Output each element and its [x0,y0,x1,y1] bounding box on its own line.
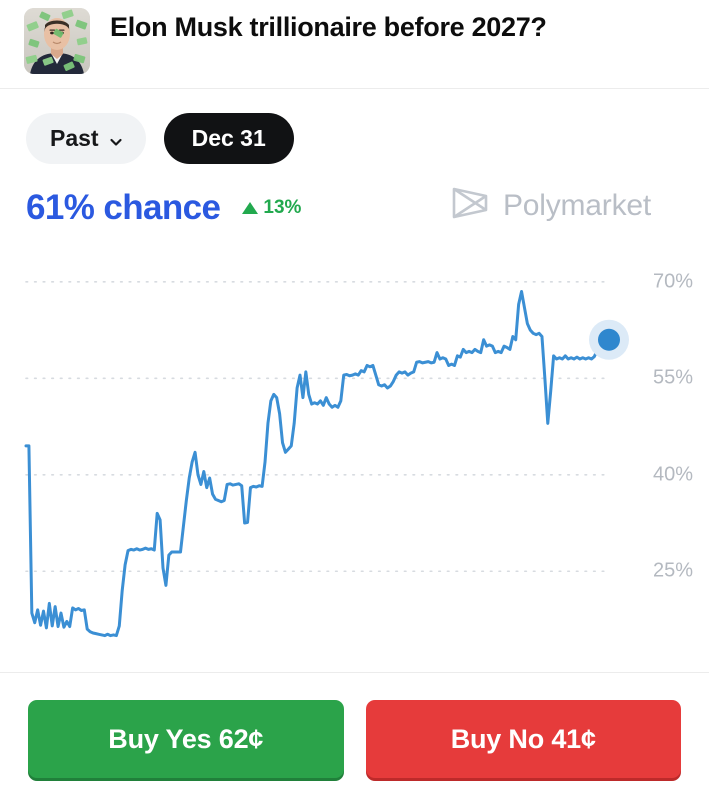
chart-line-series [24,290,611,638]
date-selector[interactable]: Dec 31 [163,113,294,164]
chart-gridlines [25,281,610,573]
change-value: 13% [263,197,302,218]
chance-value: 61% chance [26,188,221,227]
trade-footer: Buy Yes 62¢ Buy No 41¢ [0,672,709,800]
y-axis-label: 25% [652,559,693,582]
probability-chart[interactable]: 70% 55% 40% 25% [0,242,709,662]
chart-controls: Past Dec 31 [0,89,709,164]
range-selector[interactable]: Past [26,113,146,164]
page-title: Elon Musk trillionaire before 2027? [110,12,547,42]
brand: Polymarket [451,186,651,225]
chevron-down-icon [108,129,124,146]
chart-endpoint-dot[interactable] [598,328,620,351]
y-axis-label: 70% [652,270,693,293]
triangle-up-icon [242,202,259,214]
avatar-image [24,8,90,74]
range-selector-label: Past [50,125,99,151]
market-header: Elon Musk trillionaire before 2027? [0,0,709,88]
buy-no-button[interactable]: Buy No 41¢ [365,700,681,778]
summary-row: 61% chance 13% Polymarket [0,164,709,228]
y-axis-label: 55% [652,366,693,389]
avatar [24,8,90,74]
date-selector-label: Dec 31 [191,125,266,151]
change-badge: 13% [242,197,301,219]
trade-buttons: Buy Yes 62¢ Buy No 41¢ [0,673,709,800]
chart-canvas[interactable] [0,242,709,662]
header-divider [0,88,709,89]
y-axis-label: 40% [652,463,693,486]
footer-divider [0,672,709,673]
polymarket-logo-icon [451,186,489,225]
buy-yes-button[interactable]: Buy Yes 62¢ [28,700,344,778]
brand-name: Polymarket [502,188,651,222]
